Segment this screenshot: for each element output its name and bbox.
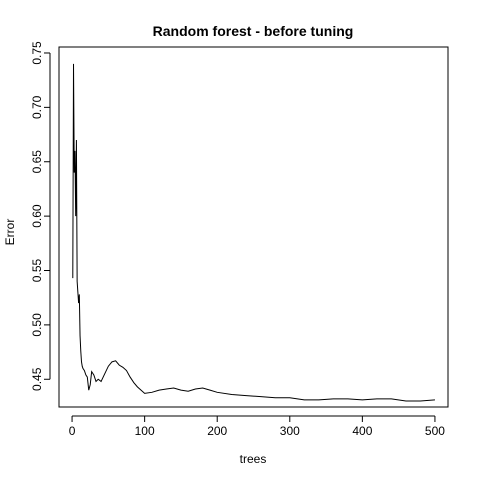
- x-axis: 0 100 200 300 400 500: [69, 415, 445, 438]
- y-axis-label: Error: [3, 219, 17, 246]
- x-tick-label: 300: [280, 424, 300, 438]
- chart-title: Random forest - before tuning: [153, 23, 354, 39]
- y-tick-label: 0.70: [30, 95, 44, 119]
- plot-area: [72, 63, 435, 402]
- y-tick-label: 0.65: [30, 150, 44, 174]
- y-axis: 0.45 0.50 0.55 0.60 0.65 0.70 0.75: [30, 41, 51, 391]
- series-line: [72, 63, 435, 402]
- y-tick-label: 0.45: [30, 367, 44, 391]
- y-tick-label: 0.60: [30, 204, 44, 228]
- x-tick-label: 400: [352, 424, 372, 438]
- plot-frame: [58, 46, 449, 408]
- y-tick-label: 0.50: [30, 313, 44, 337]
- x-tick-label: 500: [425, 424, 445, 438]
- y-tick-label: 0.55: [30, 259, 44, 283]
- x-tick-label: 100: [135, 424, 155, 438]
- x-tick-label: 0: [69, 424, 76, 438]
- x-axis-label: trees: [240, 452, 267, 466]
- y-tick-label: 0.75: [30, 41, 44, 65]
- x-tick-label: 200: [207, 424, 227, 438]
